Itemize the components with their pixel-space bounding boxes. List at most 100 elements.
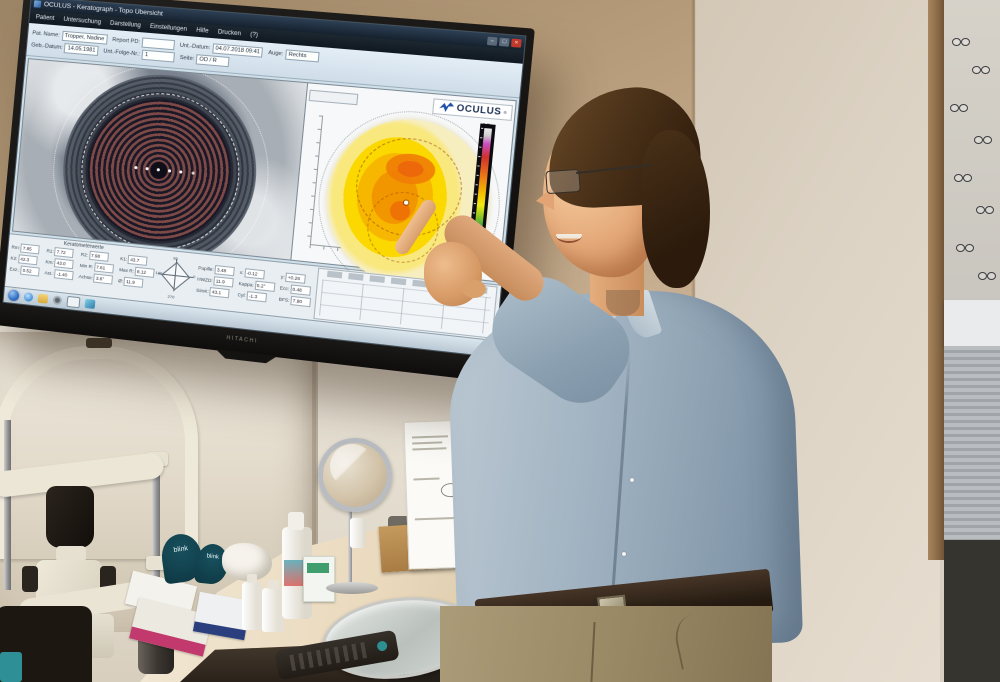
value-label: K1: [120,256,127,262]
value-field[interactable]: 42.3 [18,254,38,265]
minimize-button[interactable]: – [487,36,498,45]
shop-cabinet [944,346,1000,546]
taskbar-settings-icon[interactable] [52,295,62,305]
info-field-value[interactable]: Rechts [285,49,320,62]
value-field[interactable]: 7.90 [290,296,311,307]
door-frame [928,0,944,560]
value-label: y: [281,274,285,280]
info-field-label: Report PD: [112,37,140,45]
info-field-value[interactable]: OD / R [196,54,230,67]
value-chip: Rm: 7.85 [11,243,42,255]
close-button[interactable]: × [511,38,522,47]
value-label: Min R: [80,263,94,269]
menu-item[interactable]: Drucken [218,29,242,37]
small-bottle [350,518,366,548]
menu-item[interactable]: Darstellung [110,20,141,29]
value-label: Kappa: [238,281,254,288]
value-field[interactable]: 11.9 [124,277,144,288]
eyeglasses-icon [952,38,970,45]
slit-lamp-left-rod [4,420,11,590]
axis-compass: 90 180 0 270 [156,257,194,299]
info-field-label: Auge: [268,50,284,57]
eyewear-display-wall [944,0,1000,310]
value-field[interactable]: 7.85 [20,243,40,254]
value-field[interactable]: 43.0 [54,258,74,269]
value-chip: Ast.: -1.40 [44,268,74,280]
value-field[interactable]: 43.7 [128,255,148,266]
start-button[interactable] [8,289,20,301]
oculus-bird-icon [438,100,455,113]
taskbar-browser-icon[interactable] [24,292,34,302]
bottle [242,582,262,630]
vanity-mirror-glint [330,444,374,488]
value-label: BFS: [279,297,290,303]
blink-label: blink [161,543,202,555]
compass-270: 270 [167,294,174,300]
value-field[interactable]: -1.40 [54,269,74,280]
value-field[interactable]: +0.26 [285,273,306,284]
taskbar-app-icon[interactable] [85,299,96,309]
value-label: Ast.: [44,270,54,276]
value-field[interactable]: 0.52 [20,266,40,277]
eyeglasses-icon [974,136,992,143]
info-field-value[interactable] [141,37,175,50]
value-field[interactable]: 5.2° [254,281,275,292]
info-field-label: Unt.-Folge-Nr.: [103,48,140,57]
value-field[interactable]: -1.3 [246,291,267,302]
info-field-label: Seite: [179,55,194,62]
info-field-value[interactable]: 14.05.1981 [64,43,99,56]
view-selector-chip[interactable] [309,89,359,105]
photo-scene: blink blink OCULUS - Keratograph - Topo [0,0,1000,682]
value-field[interactable]: 3.48 [214,265,235,276]
eyeglasses-icon [976,206,994,213]
leaflet-text-line [412,447,446,450]
value-label: Ecc: [280,285,290,291]
value-label: x: [239,270,243,275]
menu-item[interactable]: Patient [36,14,55,22]
value-field[interactable]: -0.12 [244,268,265,279]
spray-bottle-cap [288,512,304,530]
eyeglasses-icon [950,104,968,111]
value-field[interactable]: 8.12 [135,267,155,278]
value-label: HWZD: [197,276,213,283]
menu-item[interactable]: Einstellungen [150,23,187,32]
value-chip: Cyl: -1.3 [237,290,274,303]
monitor-brand-label: HITACHI [226,335,258,345]
value-chip: Km: 43.0 [45,257,75,269]
value-chip: y: +0.26 [281,272,314,285]
value-chip: BFS: 7.90 [278,295,311,308]
maximize-button[interactable]: □ [499,37,510,46]
value-field[interactable]: 7.72 [54,247,74,258]
value-field[interactable]: 7.98 [89,251,109,262]
taskbar-app-window-icon[interactable] [66,296,80,308]
registered-mark: ® [503,109,507,115]
monitor: OCULUS - Keratograph - Topo Übersicht – … [0,0,535,383]
man-thumb [462,280,486,298]
info-field-value[interactable]: 1 [141,50,175,63]
slit-lamp-arch [0,346,198,559]
green-product-box [303,556,335,602]
eyeglasses-icon [956,244,974,251]
value-field[interactable]: 3.6° [93,274,113,285]
shop-shadow [944,540,1000,682]
menu-item[interactable]: (?) [250,31,258,38]
menu-item[interactable]: Hilfe [196,27,209,34]
app-icon [34,0,42,8]
slit-lamp-optics-hood [46,486,94,548]
slit-lamp-knob [22,566,38,592]
eyeglasses-icon [972,66,990,73]
leaflet-text-line [415,517,455,520]
value-label: Km: [45,259,54,265]
value-field[interactable]: 7.61 [94,262,114,273]
menu-item[interactable]: Untersuchung [63,16,101,25]
value-field[interactable]: 43.1 [209,287,230,298]
man-smile [556,228,582,243]
value-label: Rm: [11,244,20,250]
slit-lamp-arch-cap [86,338,112,348]
leaflet-text-line [412,441,442,444]
oculus-logo-text: OCULUS [456,102,502,116]
value-field[interactable]: 11.9 [213,276,234,287]
taskbar-folder-icon[interactable] [38,294,49,304]
info-field-label: Pat. Name: [32,30,60,38]
value-field[interactable]: 0.48 [290,284,311,295]
